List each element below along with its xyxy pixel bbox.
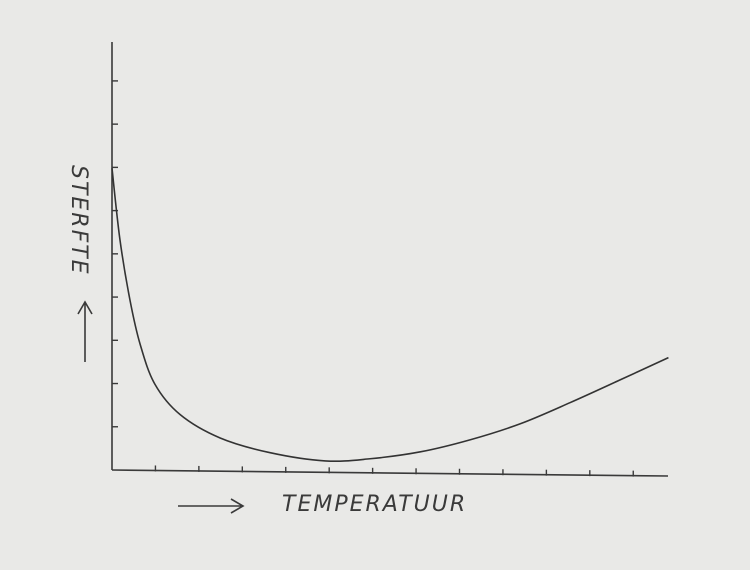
y-arrow [77, 300, 93, 362]
x-axis-label: TEMPERATUUR [282, 492, 467, 517]
x-axis [111, 469, 669, 477]
y-axis-label: STERFTE [66, 165, 91, 276]
mortality-curve [111, 168, 669, 463]
x-arrow [178, 498, 245, 514]
